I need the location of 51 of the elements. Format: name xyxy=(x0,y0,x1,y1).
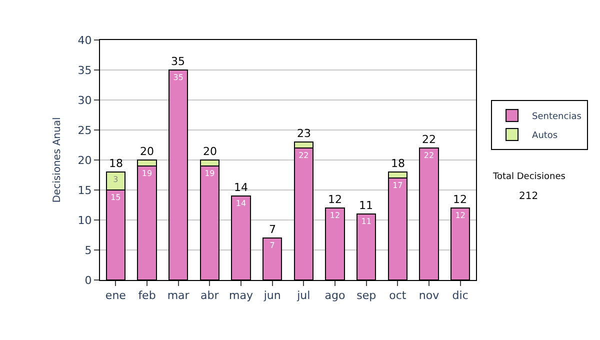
y-axis-title: Decisiones Anual xyxy=(52,117,63,203)
data-label: 11 xyxy=(361,217,372,226)
x-tick-label: ene xyxy=(105,289,126,302)
x-tick-label: abr xyxy=(200,289,220,302)
total-label: 20 xyxy=(203,145,217,158)
y-tick-label: 15 xyxy=(78,184,92,197)
x-tick-label: jun xyxy=(262,289,281,302)
text: Total Decisiones xyxy=(492,172,566,182)
total-label: 11 xyxy=(359,199,373,212)
total-label: 18 xyxy=(391,157,405,170)
y-tick-label: 25 xyxy=(78,124,92,137)
y-tick-label: 20 xyxy=(78,154,92,167)
total-label: 22 xyxy=(422,133,436,146)
data-label: 3 xyxy=(113,175,118,184)
x-tick-label: may xyxy=(229,289,254,302)
data-label: 19 xyxy=(204,169,215,178)
y-tick-label: 5 xyxy=(84,244,92,257)
data-label: 22 xyxy=(424,151,434,160)
total-label: 18 xyxy=(109,157,123,170)
x-tick-label: mar xyxy=(167,289,190,302)
y-tick-label: 40 xyxy=(78,34,92,47)
y-tick-label: 10 xyxy=(78,214,92,227)
total-label: 14 xyxy=(234,181,248,194)
data-label: 15 xyxy=(110,193,121,202)
total-label: 23 xyxy=(297,127,311,140)
total-label: 35 xyxy=(171,55,185,68)
y-tick-label: 0 xyxy=(84,274,92,287)
x-tick-label: ago xyxy=(324,289,346,302)
data-label: 35 xyxy=(173,73,184,82)
x-tick-label: sep xyxy=(356,289,376,302)
data-label: 7 xyxy=(270,241,275,250)
x-tick-label: nov xyxy=(418,289,440,302)
data-label: 14 xyxy=(236,199,246,208)
y-tick-label: 35 xyxy=(78,64,92,77)
total-label: 12 xyxy=(453,193,467,206)
y-tick-label: 30 xyxy=(78,94,92,107)
total-label: 12 xyxy=(328,193,342,206)
x-tick-label: oct xyxy=(389,289,407,302)
x-tick-label: feb xyxy=(138,289,156,302)
data-label: 17 xyxy=(392,181,403,190)
legend-label: Autos xyxy=(532,131,558,142)
total-label: 7 xyxy=(269,223,276,236)
total-label: 20 xyxy=(140,145,154,158)
text: 212 xyxy=(519,191,538,202)
x-tick-label: jul xyxy=(296,289,310,302)
data-label: 12 xyxy=(455,211,466,220)
data-label: 22 xyxy=(298,151,309,160)
data-label: 19 xyxy=(142,169,152,178)
legend-label: Sentencias xyxy=(532,112,582,122)
data-label: 12 xyxy=(330,211,340,220)
x-tick-label: dic xyxy=(452,289,468,302)
